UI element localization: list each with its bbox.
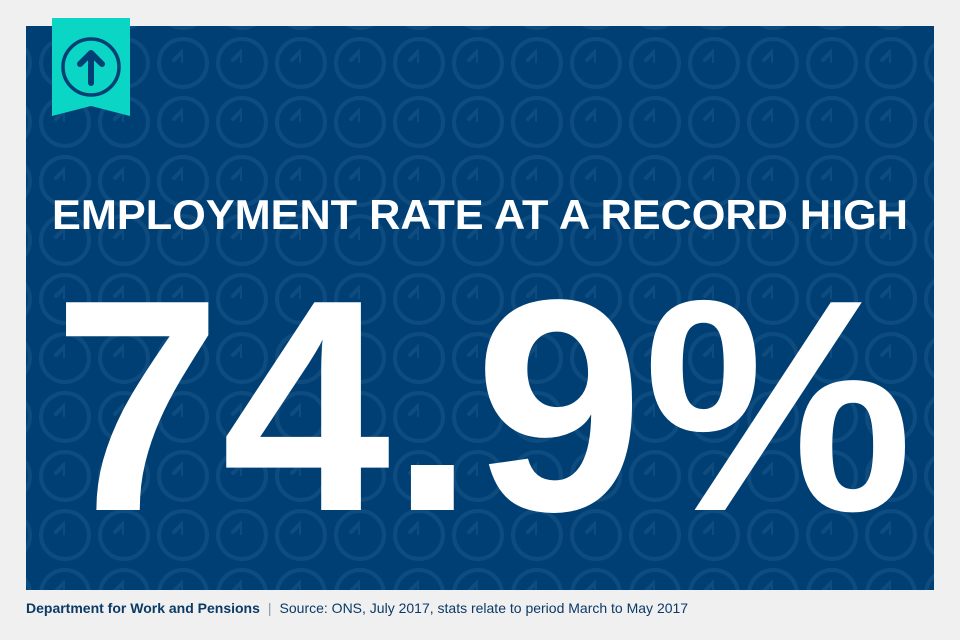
footer-separator: | [267,600,272,616]
source-note: Source: ONS, July 2017, stats relate to … [279,600,689,616]
arrow-up-circle-icon [61,37,121,97]
infographic-panel: EMPLOYMENT RATE AT A RECORD HIGH 74.9% [26,26,934,590]
arrow-pattern-background: EMPLOYMENT RATE AT A RECORD HIGH 74.9% [26,26,934,590]
footer: Department for Work and Pensions | Source:… [26,600,688,616]
organisation-name: Department for Work and Pensions [26,600,260,616]
stat-value: 74.9% [53,237,913,574]
headline: EMPLOYMENT RATE AT A RECORD HIGH [52,191,908,238]
badge-ribbon [52,18,130,116]
